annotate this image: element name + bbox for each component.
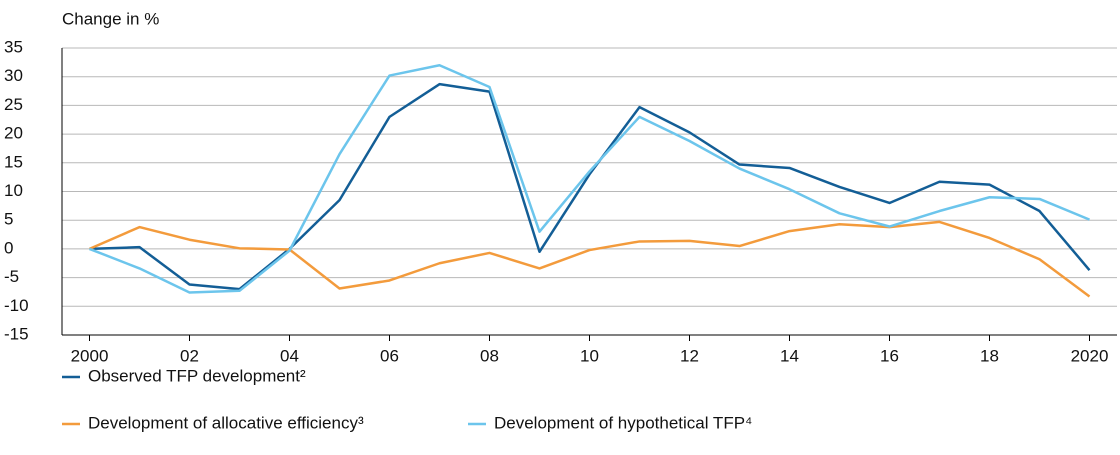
x-tick-label: 12 <box>680 346 699 365</box>
x-tick-label: 02 <box>180 346 199 365</box>
y-axis-label: Change in % <box>62 9 159 28</box>
x-tick-label: 06 <box>380 346 399 365</box>
y-tick-label: -10 <box>4 296 29 315</box>
y-tick-label: 10 <box>4 181 23 200</box>
x-tick-label: 10 <box>580 346 599 365</box>
y-tick-label: 35 <box>4 37 23 56</box>
legend-label: Development of allocative efficiency³ <box>88 413 364 432</box>
x-tick-label: 2000 <box>71 346 109 365</box>
series-line <box>89 82 1091 291</box>
x-tick-label: 18 <box>980 346 999 365</box>
series-line <box>89 63 1090 294</box>
x-tick-label: 16 <box>880 346 899 365</box>
y-tick-label: 15 <box>4 152 23 171</box>
x-tick-label: 14 <box>780 346 799 365</box>
x-tick-label: 2020 <box>1071 346 1109 365</box>
x-tick-label: 04 <box>280 346 299 365</box>
y-tick-label: 5 <box>4 210 13 229</box>
legend-label: Development of hypothetical TFP⁴ <box>494 413 752 432</box>
y-tick-label: 25 <box>4 95 23 114</box>
series-line <box>89 220 1091 298</box>
y-tick-label: 30 <box>4 66 23 85</box>
y-tick-label: 20 <box>4 124 23 143</box>
y-tick-label: -5 <box>4 267 19 286</box>
x-tick-label: 08 <box>480 346 499 365</box>
y-tick-label: -15 <box>4 324 29 343</box>
legend-label: Observed TFP development² <box>88 366 306 385</box>
y-tick-label: 0 <box>4 238 13 257</box>
